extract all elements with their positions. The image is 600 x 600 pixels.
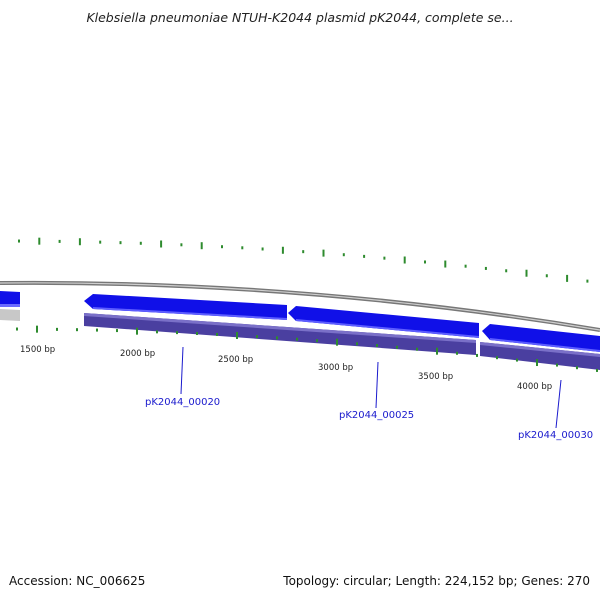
gc-tick [261,247,264,251]
gc-tick [216,332,218,336]
gc-tick [296,337,298,341]
gc-tick [180,243,183,247]
gc-tick [536,359,538,367]
gc-tick [363,254,366,258]
gc-track-lower [16,325,598,372]
ruler-label: 1500 bp [20,345,55,355]
gene-label-leaders [180,346,562,429]
gc-tick [139,241,142,245]
gc-tick [302,250,305,254]
gc-tick [464,264,467,268]
gene-label[interactable]: pK2044_00020 [145,397,220,408]
gc-tick [556,363,558,367]
gc-tick [545,274,548,278]
gc-tick [416,347,418,351]
gc-tick [505,269,508,273]
gc-tick [99,240,102,244]
gc-tick [586,279,589,283]
gc-tick [58,239,61,243]
map-title: Klebsiella pneumoniae NTUH-K2044 plasmid… [86,10,514,25]
gc-tick [136,327,138,335]
gc-tick [176,331,178,335]
gc-tick [525,269,528,277]
ruler-label: 3000 bp [318,363,353,373]
gc-tick [196,331,198,335]
gc-tick [256,335,258,339]
gene-arrow-pK2044_00030[interactable] [482,324,600,352]
gc-tick [221,245,223,249]
gc-tick [484,266,487,270]
gc-tick [78,238,81,246]
gc-tick [281,246,284,254]
accession-text: Accession: NC_006625 [9,574,146,588]
gc-tick [356,342,358,346]
position-ruler: 1500 bp 2000 bp 2500 bp 3000 bp 3500 bp 4000 … [20,345,552,392]
gc-tick [56,327,58,331]
gc-tick [96,328,98,332]
gc-tick [156,330,158,334]
gc-tick [236,331,238,339]
gc-tick [322,249,325,257]
gene-labels: pK2044_00020 pK2044_00025 pK2044_00030 [145,397,593,441]
gc-tick [436,347,438,355]
gc-tick [18,239,20,243]
gc-tick [119,241,122,245]
gc-tick [200,242,203,250]
gc-tick [403,256,406,264]
gene-arrow-left-partial[interactable] [0,291,20,307]
gc-tick [316,339,318,343]
gc-tick [383,256,386,260]
gc-tick [576,366,578,370]
gc-tick [241,246,244,250]
gc-tick [444,260,447,268]
gc-tick [342,253,345,257]
gc-tick [38,237,41,245]
gc-track-upper [18,237,589,283]
ruler-label: 4000 bp [517,382,552,392]
gc-tick [566,274,569,282]
gc-tick [16,327,18,331]
gc-tick [116,329,118,333]
gc-tick [596,368,598,372]
gc-tick [516,358,518,362]
gc-tick [276,336,278,340]
gc-tick [36,325,38,333]
gc-tick [376,343,378,347]
gene-label[interactable]: pK2044_00025 [339,410,414,421]
topology-summary: Topology: circular; Length: 224,152 bp; … [283,574,590,588]
gc-tick [476,353,478,357]
gene-label[interactable]: pK2044_00030 [518,430,593,441]
gene-arrow-pK2044_00025[interactable] [288,306,479,338]
gc-tick [160,240,163,248]
ruler-label: 2500 bp [218,355,253,365]
gc-tick [424,260,426,264]
cds-bar-2[interactable] [480,342,600,370]
cds-bar-left-partial[interactable] [0,309,20,321]
gc-tick [396,345,398,349]
gc-tick [336,338,338,346]
gc-tick [456,351,458,355]
gc-tick [496,356,498,360]
ruler-label: 2000 bp [120,349,155,359]
gene-arrow-pK2044_00020[interactable] [84,294,287,320]
gc-tick [76,328,78,332]
ruler-label: 3500 bp [418,372,453,382]
